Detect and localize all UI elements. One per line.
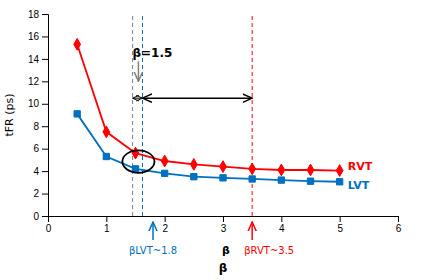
x-tick: 4 xyxy=(279,216,285,234)
plot-area xyxy=(74,14,343,216)
y-tick-label: 10 xyxy=(28,98,40,109)
y-tick-label: 16 xyxy=(28,31,40,42)
series-point xyxy=(307,164,314,176)
x-tick-label: 6 xyxy=(396,223,402,234)
series-point xyxy=(161,155,168,167)
series-point xyxy=(278,164,285,176)
x-tick: 2 xyxy=(162,216,168,234)
y-tick: 18 xyxy=(28,9,48,20)
x-tick-label: 4 xyxy=(279,223,285,234)
y-tick: 6 xyxy=(33,143,48,154)
y-tick: 14 xyxy=(28,54,48,65)
beta-label: βRVT~3.5 xyxy=(244,245,294,256)
series-point xyxy=(103,153,109,159)
y-tick-mark xyxy=(42,81,48,82)
reference-line xyxy=(142,14,143,216)
y-tick-label: 6 xyxy=(33,143,39,154)
x-tick-mark xyxy=(165,216,166,222)
span-arrow xyxy=(133,98,143,99)
y-tick: 12 xyxy=(28,76,48,87)
reference-line xyxy=(252,14,253,216)
annotation: β=1.5 xyxy=(132,46,172,60)
x-tick: 5 xyxy=(337,216,343,234)
x-tick: 3 xyxy=(221,216,227,234)
y-tick-label: 14 xyxy=(28,54,40,65)
series-point xyxy=(220,161,227,173)
series-point xyxy=(278,177,284,183)
x-axis: 0 1 2 3 4 5 6 xyxy=(46,216,402,234)
y-tick-mark xyxy=(42,36,48,37)
x-axis-title: β xyxy=(219,261,228,275)
series-point xyxy=(249,176,255,182)
y-tick-mark xyxy=(42,14,48,15)
y-tick-mark xyxy=(42,59,48,60)
series-point xyxy=(190,158,197,170)
y-axis-title: tFR (ps) xyxy=(3,93,16,136)
series-line xyxy=(77,44,340,170)
series-line xyxy=(77,114,340,182)
chart: 0123456024681012141618βtFR (ps)RVTLVTβ=1… xyxy=(0,0,440,280)
y-tick: 0 xyxy=(33,211,48,222)
x-tick-label: 3 xyxy=(221,223,227,234)
series-point xyxy=(249,163,256,175)
x-tick-mark xyxy=(223,216,224,222)
y-tick-mark xyxy=(42,126,48,127)
reference-line xyxy=(132,14,133,216)
beta-arrow xyxy=(152,222,154,240)
y-tick-mark xyxy=(42,149,48,150)
annotation: β xyxy=(222,244,230,257)
x-tick-label: 1 xyxy=(104,223,110,234)
y-tick-label: 0 xyxy=(33,211,39,222)
x-tick-mark xyxy=(106,216,107,222)
y-tick-mark xyxy=(42,216,48,217)
y-tick: 16 xyxy=(28,31,48,42)
y-tick-label: 2 xyxy=(33,188,39,199)
x-tick: 0 xyxy=(46,216,52,234)
series-point xyxy=(74,38,81,50)
x-tick: 6 xyxy=(396,216,402,234)
y-tick-mark xyxy=(42,171,48,172)
y-tick-mark xyxy=(42,194,48,195)
series-label: RVT xyxy=(348,160,373,173)
y-axis-line xyxy=(42,15,49,217)
span-arrow xyxy=(143,97,253,99)
y-tick: 10 xyxy=(28,98,48,109)
x-tick-label: 0 xyxy=(46,223,52,234)
series-point xyxy=(336,165,343,177)
series-point xyxy=(132,166,138,172)
y-tick: 4 xyxy=(33,166,48,177)
beta-arrow xyxy=(251,222,253,240)
series-point xyxy=(191,174,197,180)
series-point xyxy=(103,126,110,138)
x-tick-mark xyxy=(340,216,341,222)
x-tick: 1 xyxy=(104,216,110,234)
y-tick-label: 18 xyxy=(28,9,40,20)
annotations: RVT LVT β=1.5 βLVT~1.8 βRVT~3.5 β xyxy=(129,46,373,257)
y-tick-label: 12 xyxy=(28,76,40,87)
y-tick: 8 xyxy=(33,121,48,132)
series-point xyxy=(74,111,80,117)
beta-label: βLVT~1.8 xyxy=(129,245,177,256)
y-tick-label: 8 xyxy=(33,121,39,132)
x-tick-label: 5 xyxy=(337,223,343,234)
x-tick-mark xyxy=(281,216,282,222)
y-tick-label: 4 xyxy=(33,166,39,177)
x-tick-mark xyxy=(398,216,399,222)
x-axis-line xyxy=(49,217,399,223)
series-label: LVT xyxy=(348,179,370,192)
x-tick-label: 2 xyxy=(162,223,168,234)
y-tick: 2 xyxy=(33,188,48,199)
series-point xyxy=(220,175,226,181)
series-point xyxy=(162,170,168,176)
annotation-arrow xyxy=(138,61,140,81)
y-axis: 0 2 4 6 8 10 12 14 16 18 xyxy=(28,9,49,222)
y-tick-mark xyxy=(42,104,48,105)
series-point xyxy=(307,178,313,184)
series-point xyxy=(132,147,139,159)
series-point xyxy=(337,179,343,185)
highlight-ellipse xyxy=(122,150,154,172)
